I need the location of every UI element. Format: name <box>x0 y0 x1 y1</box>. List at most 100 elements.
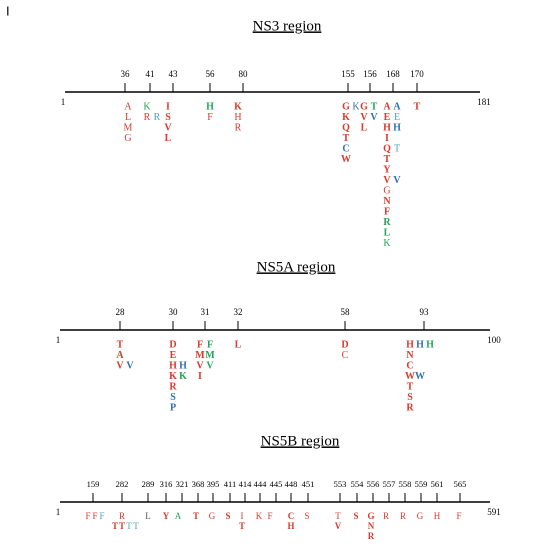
position-label: 282 <box>116 479 129 489</box>
mutation: G <box>367 511 374 521</box>
mutation: K <box>342 112 350 123</box>
mutation: R <box>400 511 406 521</box>
position-label: 80 <box>239 69 249 79</box>
mutation: V <box>393 175 401 186</box>
mutation: K <box>143 101 151 112</box>
mutation: S <box>170 392 176 403</box>
mutation: H <box>393 122 401 133</box>
position-label: 36 <box>121 69 131 79</box>
position-label: 559 <box>415 479 428 489</box>
mutation: F <box>456 511 461 521</box>
mutation: L <box>165 133 172 144</box>
position-label: 558 <box>399 479 412 489</box>
position-label: 553 <box>334 479 347 489</box>
position-label: 448 <box>285 479 298 489</box>
mutation: S <box>165 112 171 123</box>
mutation: D <box>169 339 176 350</box>
mutation: V <box>196 360 204 371</box>
mutation: G <box>209 511 216 521</box>
region-title: NS5A region <box>257 259 336 275</box>
mutation: T <box>394 143 400 154</box>
mutation: H <box>406 339 414 350</box>
mutation: K <box>352 101 360 112</box>
mutation: V <box>360 112 368 123</box>
mutation: K <box>234 101 242 112</box>
mutation: G <box>342 101 350 112</box>
mutation: T <box>126 521 132 531</box>
mutation: Y <box>383 164 391 175</box>
position-label: 156 <box>363 69 377 79</box>
position-label: 444 <box>254 479 268 489</box>
position-label: 43 <box>169 69 179 79</box>
mutation: H <box>426 339 434 350</box>
mutation: H <box>234 112 241 123</box>
mutation: F <box>197 339 203 350</box>
position-label: 414 <box>239 479 253 489</box>
position-label: 58 <box>341 307 351 317</box>
mutation: F <box>99 511 104 521</box>
mutation: K <box>383 238 391 249</box>
position-label: 561 <box>431 479 444 489</box>
mutation: I <box>241 511 244 521</box>
mutation: K <box>169 371 177 382</box>
mutation: V <box>126 360 134 371</box>
mutation: W <box>415 371 425 382</box>
region-end: 591 <box>487 507 501 517</box>
position-label: 155 <box>341 69 355 79</box>
mutation: T <box>119 521 125 531</box>
mutation: R <box>119 511 125 521</box>
position-label: 451 <box>302 479 315 489</box>
position-label: 565 <box>454 479 467 489</box>
mutation: T <box>239 521 245 531</box>
mutation: S <box>407 392 413 403</box>
mutation: G <box>417 511 424 521</box>
mutation: R <box>235 122 242 133</box>
position-label: 170 <box>410 69 424 79</box>
mutation: S <box>225 511 230 521</box>
mutation: C <box>406 360 413 371</box>
mutation: T <box>384 154 391 165</box>
mutation: V <box>206 360 214 371</box>
mutation: S <box>304 511 309 521</box>
mutation: H <box>206 101 214 112</box>
mutation: K <box>256 511 263 521</box>
mutation: R <box>169 381 177 392</box>
mutation: M <box>124 122 133 133</box>
mutation: L <box>384 227 391 238</box>
position-label: 321 <box>176 479 189 489</box>
position-label: 554 <box>351 479 365 489</box>
mutation: A <box>124 101 132 112</box>
region-title: NS3 region <box>253 18 322 34</box>
mutation: H <box>434 511 441 521</box>
position-label: 31 <box>201 307 210 317</box>
mutation: R <box>383 217 391 228</box>
mutation: Q <box>383 143 391 154</box>
mutation: R <box>406 402 414 413</box>
mutation: M <box>205 350 215 361</box>
mutation: L <box>145 511 151 521</box>
mutation: R <box>144 112 151 123</box>
mutation: P <box>170 402 176 413</box>
mutation: M <box>195 350 205 361</box>
mutation: T <box>414 101 421 112</box>
mutation: K <box>179 371 187 382</box>
mutation: I <box>166 101 170 112</box>
mutation: L <box>235 339 242 350</box>
mutation: I <box>198 371 202 382</box>
mutation: V <box>335 521 342 531</box>
position-label: 32 <box>234 307 243 317</box>
mutation: F <box>207 339 213 350</box>
mutation: V <box>370 112 378 123</box>
mutation: I <box>385 133 389 144</box>
position-label: 28 <box>116 307 126 317</box>
position-label: 368 <box>192 479 205 489</box>
position-label: 395 <box>207 479 220 489</box>
mutation: T <box>117 339 124 350</box>
mutation: G <box>124 133 131 144</box>
mutation: F <box>384 206 390 217</box>
mutation: T <box>112 521 118 531</box>
mutation: C <box>342 143 349 154</box>
mutation: L <box>361 122 368 133</box>
mutation: W <box>341 154 351 165</box>
mutation: F <box>92 511 97 521</box>
